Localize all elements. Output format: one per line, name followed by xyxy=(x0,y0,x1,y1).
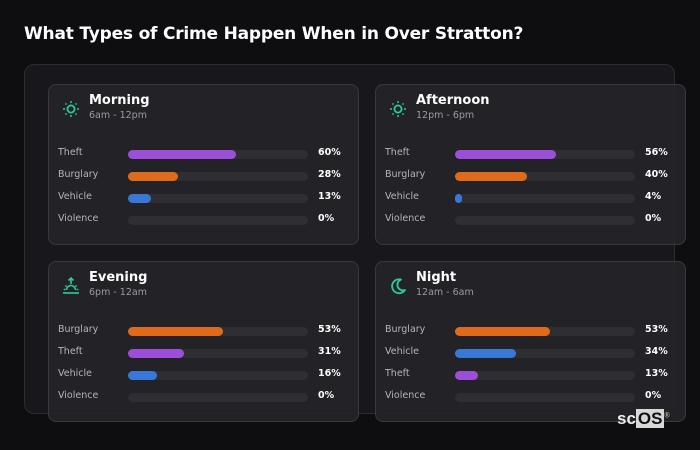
crime-percent: 31% xyxy=(318,346,341,357)
scos-logo: sc OS ® xyxy=(617,409,670,429)
crime-label: Theft xyxy=(385,368,410,379)
bar-track xyxy=(128,371,308,380)
crime-row-theft: Theft 13% xyxy=(385,367,675,383)
crime-percent: 56% xyxy=(645,147,668,158)
crime-percent: 0% xyxy=(318,213,335,224)
moon-icon xyxy=(388,276,408,296)
crime-label: Theft xyxy=(385,147,410,158)
crime-percent: 28% xyxy=(318,169,341,180)
bar-track xyxy=(455,216,635,225)
crime-row-burglary: Burglary 53% xyxy=(385,323,675,339)
crime-percent: 34% xyxy=(645,346,668,357)
bar-fill xyxy=(455,371,479,380)
crime-percent: 60% xyxy=(318,147,341,158)
crime-percent: 0% xyxy=(645,213,662,224)
crime-percent: 13% xyxy=(318,191,341,202)
crime-label: Burglary xyxy=(58,169,99,180)
bar-fill xyxy=(128,349,184,358)
crime-label: Violence xyxy=(385,390,426,401)
bar-fill xyxy=(128,194,152,203)
crime-row-violence: Violence 0% xyxy=(58,212,348,228)
card-title: Evening xyxy=(89,270,148,285)
crime-row-vehicle: Vehicle 34% xyxy=(385,345,675,361)
logo-os: OS xyxy=(635,409,665,428)
crime-label: Violence xyxy=(58,390,99,401)
bar-track xyxy=(455,150,635,159)
bar-track xyxy=(128,172,308,181)
crime-label: Theft xyxy=(58,147,83,158)
bar-track xyxy=(455,349,635,358)
card-time-range: 12am - 6am xyxy=(416,287,474,298)
crime-percent: 0% xyxy=(318,390,335,401)
bar-fill xyxy=(455,327,551,336)
crime-label: Burglary xyxy=(58,324,99,335)
crime-row-violence: Violence 0% xyxy=(385,389,675,405)
card-evening: Evening 6pm - 12am Burglary 53% Theft 31% Vehi… xyxy=(48,261,359,422)
bar-fill xyxy=(455,172,527,181)
card-afternoon: Afternoon 12pm - 6pm Theft 56% Burglary 40% Ve… xyxy=(375,84,686,245)
logo-mark: ® xyxy=(664,412,670,420)
card-morning: Morning 6am - 12pm Theft 60% Burglary 28% Vehi… xyxy=(48,84,359,245)
crime-percent: 0% xyxy=(645,390,662,401)
sun-icon xyxy=(61,99,81,119)
bar-fill xyxy=(128,327,224,336)
crime-row-violence: Violence 0% xyxy=(58,389,348,405)
crime-label: Burglary xyxy=(385,324,426,335)
crime-row-vehicle: Vehicle 4% xyxy=(385,190,675,206)
page-title: What Types of Crime Happen When in Over … xyxy=(24,24,524,44)
crime-row-theft: Theft 31% xyxy=(58,345,348,361)
crime-percent: 53% xyxy=(318,324,341,335)
crime-percent: 40% xyxy=(645,169,668,180)
crime-label: Vehicle xyxy=(58,368,92,379)
card-night: Night 12am - 6am Burglary 53% Vehicle 34% Thef… xyxy=(375,261,686,422)
crime-label: Violence xyxy=(58,213,99,224)
sunset-icon xyxy=(61,276,81,296)
crime-row-theft: Theft 56% xyxy=(385,146,675,162)
bar-fill xyxy=(128,172,179,181)
crime-row-burglary: Burglary 28% xyxy=(58,168,348,184)
bar-track xyxy=(455,393,635,402)
bar-fill xyxy=(455,194,463,203)
crime-percent: 16% xyxy=(318,368,341,379)
bar-track xyxy=(455,371,635,380)
crime-row-violence: Violence 0% xyxy=(385,212,675,228)
crime-row-vehicle: Vehicle 13% xyxy=(58,190,348,206)
crime-percent: 53% xyxy=(645,324,668,335)
bar-fill xyxy=(128,150,236,159)
crime-label: Vehicle xyxy=(385,346,419,357)
bar-track xyxy=(455,194,635,203)
crime-row-vehicle: Vehicle 16% xyxy=(58,367,348,383)
bar-track xyxy=(128,216,308,225)
bar-track xyxy=(128,349,308,358)
card-title: Afternoon xyxy=(416,93,490,108)
bar-track xyxy=(128,194,308,203)
crime-label: Vehicle xyxy=(58,191,92,202)
crime-row-theft: Theft 60% xyxy=(58,146,348,162)
crime-label: Theft xyxy=(58,346,83,357)
bar-track xyxy=(128,327,308,336)
crime-percent: 13% xyxy=(645,368,668,379)
logo-sc: sc xyxy=(617,409,636,428)
bar-track xyxy=(455,172,635,181)
bar-track xyxy=(128,393,308,402)
card-time-range: 6pm - 12am xyxy=(89,287,147,298)
bar-track xyxy=(128,150,308,159)
bar-fill xyxy=(455,349,517,358)
bar-track xyxy=(455,327,635,336)
bar-fill xyxy=(455,150,556,159)
crime-label: Violence xyxy=(385,213,426,224)
crime-row-burglary: Burglary 40% xyxy=(385,168,675,184)
card-time-range: 6am - 12pm xyxy=(89,110,147,121)
sun-icon xyxy=(388,99,408,119)
card-title: Night xyxy=(416,270,457,285)
crime-label: Vehicle xyxy=(385,191,419,202)
bar-fill xyxy=(128,371,157,380)
card-time-range: 12pm - 6pm xyxy=(416,110,475,121)
crime-percent: 4% xyxy=(645,191,662,202)
card-title: Morning xyxy=(89,93,150,108)
crime-label: Burglary xyxy=(385,169,426,180)
crime-row-burglary: Burglary 53% xyxy=(58,323,348,339)
